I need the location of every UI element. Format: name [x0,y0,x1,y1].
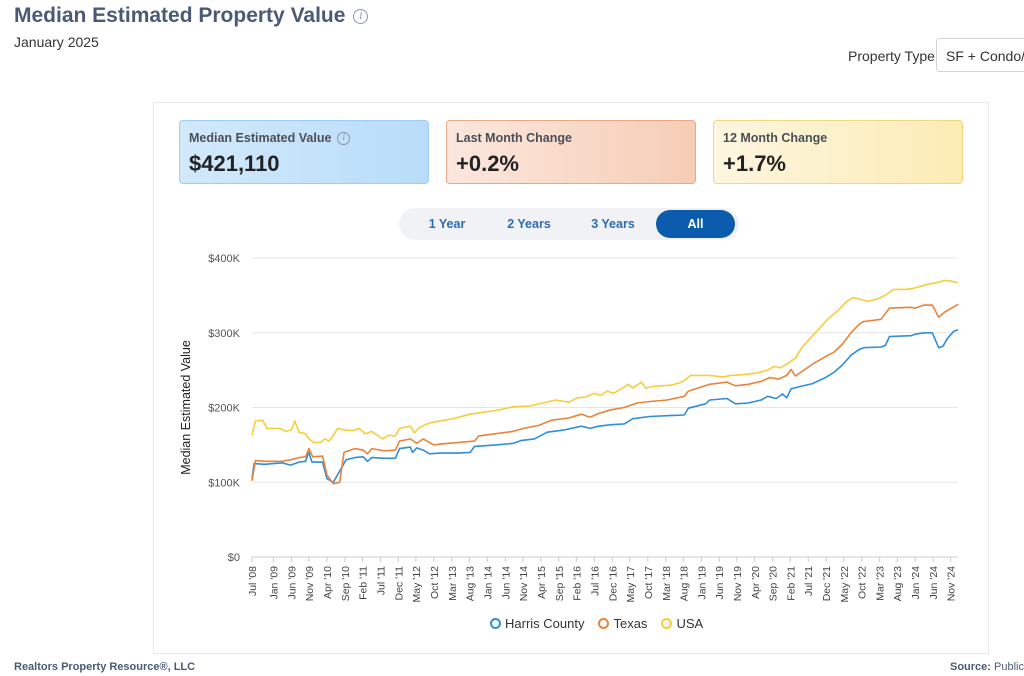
x-tick-label: May '22 [839,566,851,603]
y-tick-label: $300K [208,328,240,340]
x-tick-label: Sep '20 [768,566,780,601]
x-tick-label: Oct '17 [643,566,655,599]
info-icon[interactable]: i [353,8,369,24]
x-tick-label: Sep '10 [340,566,352,601]
x-tick-label: May '17 [625,566,637,603]
y-axis-label: Median Estimated Value [179,340,193,475]
x-tick-label: Mar '18 [661,566,673,601]
tab-2-years[interactable]: 2 Years [507,217,551,231]
x-tick-label: Dec '11 [393,566,405,601]
legend-label: Harris County [505,616,585,631]
twelve-month-change-value: +1.7% [723,151,786,176]
legend-marker [490,618,501,629]
legend-item-harris-county[interactable]: Harris County [490,616,584,631]
x-tick-label: Jul '21 [803,566,815,596]
x-tick-label: Aug '18 [678,566,690,601]
x-tick-label: Aug '13 [464,566,476,601]
x-tick-label: Jun '09 [286,566,298,600]
x-tick-label: Apr '20 [750,566,762,599]
y-tick-label: $0 [228,552,240,564]
x-tick-label: Aug '23 [892,566,904,601]
y-tick-label: $200K [208,403,240,415]
legend-label: USA [676,616,704,631]
median-value-card: Median Estimated Value i $421,110 [179,120,429,184]
x-tick-label: Apr '10 [322,566,334,599]
chart-panel [153,102,989,654]
x-tick-label: Jan '19 [696,566,708,600]
x-tick-label: Dec '16 [607,566,619,601]
x-tick-label: Jul '08 [247,566,259,596]
tab-3-years[interactable]: 3 Years [591,217,635,231]
y-tick-label: $100K [208,477,240,489]
last-month-change-value: +0.2% [456,151,519,176]
x-tick-label: Oct '12 [429,566,441,599]
median-value-label: Median Estimated Value [189,131,332,145]
page-title-text: Median Estimated Property Value [14,4,346,27]
x-tick-label: Feb '21 [785,566,797,601]
x-tick-label: Jan '14 [482,566,494,600]
x-tick-label: Jul '16 [589,566,601,596]
x-tick-label: Mar '13 [447,566,459,601]
footer-source-label: Source: [950,661,991,673]
legend-label: Texas [613,616,648,631]
x-tick-label: Dec '21 [821,566,833,601]
legend-marker [598,618,610,629]
last-month-change-label: Last Month Change [456,131,572,145]
twelve-month-change-card: 12 Month Change +1.7% [713,120,963,184]
median-value-label-row: Median Estimated Value i [189,131,419,145]
footer-source: Source: Public [950,661,1024,673]
x-tick-label: Oct '22 [857,566,869,599]
x-tick-label: Jul '11 [375,566,387,595]
tab-all[interactable]: All [656,210,735,238]
series-line-texas [251,303,959,485]
x-tick-label: Feb '16 [571,566,583,601]
series-line-harris-county [251,329,959,484]
x-tick-label: Feb '11 [357,566,369,600]
property-type-label: Property Type [848,48,935,64]
footer-source-value: Public [994,661,1024,673]
last-month-change-card: Last Month Change +0.2% [446,120,696,184]
x-tick-label: Jun '24 [928,566,940,600]
chart-legend: Harris County Texas USA [490,616,703,631]
y-tick-label: $400K [208,253,240,265]
footer-copyright: Realtors Property Resource®, LLC [14,661,196,673]
x-tick-label: Nov '14 [518,566,530,601]
median-value: $421,110 [189,151,280,176]
page-subtitle: January 2025 [14,34,99,50]
info-icon[interactable]: i [337,131,351,145]
x-tick-label: Nov '24 [946,566,958,601]
x-tick-label: Mar '23 [875,566,887,601]
legend-item-texas[interactable]: Texas [598,616,647,631]
x-tick-label: Jun '14 [500,566,512,600]
x-tick-label: Sep '15 [554,566,566,601]
page-title: Median Estimated Property Value i [14,4,369,28]
twelve-month-change-label: 12 Month Change [723,131,828,145]
x-tick-label: Nov '09 [304,566,316,601]
time-range-tabs: 1 Year 2 Years 3 Years All [399,208,739,240]
legend-item-usa[interactable]: USA [661,616,703,631]
x-tick-label: Apr '15 [536,566,548,599]
property-type-select[interactable]: SF + Condo/Townhouse [936,38,1024,72]
series-line-usa [251,279,959,444]
line-chart: $0 $100K $200K $300K $400K Jul '08 Jan '09 Jun … [179,253,959,603]
x-tick-label: Jun '19 [714,566,726,600]
legend-marker [661,618,673,629]
tab-1-year[interactable]: 1 Year [428,217,466,231]
x-tick-label: Jan '24 [910,566,922,600]
x-tick-label: May '12 [411,566,423,603]
x-tick-label: Jan '09 [268,566,280,600]
x-tick-label: Nov '19 [732,566,744,601]
